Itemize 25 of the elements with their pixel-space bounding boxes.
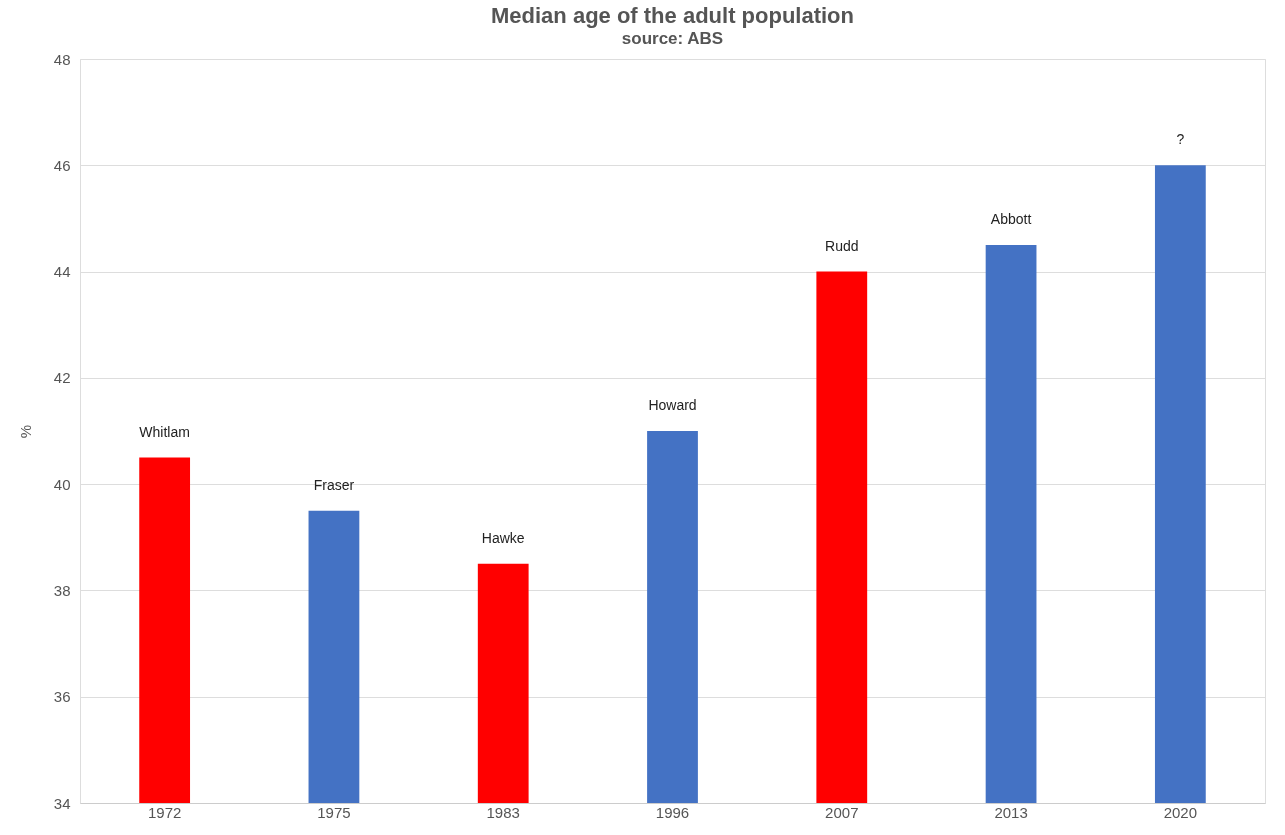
x-tick-label: 2013 bbox=[994, 803, 1028, 821]
chart-title: Median age of the adult population bbox=[491, 3, 854, 28]
y-tick-label: 46 bbox=[53, 156, 71, 174]
y-tick-label: 48 bbox=[53, 50, 71, 68]
annotation: Abbott bbox=[990, 211, 1032, 227]
annotation: Rudd bbox=[825, 237, 859, 254]
y-tick-label: 36 bbox=[53, 688, 71, 706]
annotation: ? bbox=[1176, 131, 1185, 148]
x-tick-label: 2020 bbox=[1163, 803, 1198, 821]
chart-subtitle: source: ABS bbox=[621, 29, 724, 48]
x-tick-label: 1975 bbox=[317, 803, 351, 821]
annotation: Whitlam bbox=[139, 423, 190, 440]
annotation: Fraser bbox=[313, 476, 355, 493]
x-tick-label: 1972 bbox=[147, 803, 182, 821]
y-tick-label: 38 bbox=[53, 581, 71, 599]
y-tick-label: 34 bbox=[53, 794, 71, 812]
annotation: Howard bbox=[648, 397, 697, 413]
annotation: Hawke bbox=[481, 529, 525, 546]
y-tick-label: 44 bbox=[53, 263, 71, 281]
y-tick-label: 42 bbox=[53, 369, 71, 387]
y-tick-label: 40 bbox=[53, 475, 71, 493]
x-tick-label: 1983 bbox=[486, 803, 520, 821]
y-axis-title: % bbox=[16, 424, 34, 439]
x-tick-label: 1996 bbox=[655, 803, 690, 821]
x-tick-label: 2007 bbox=[825, 803, 859, 821]
